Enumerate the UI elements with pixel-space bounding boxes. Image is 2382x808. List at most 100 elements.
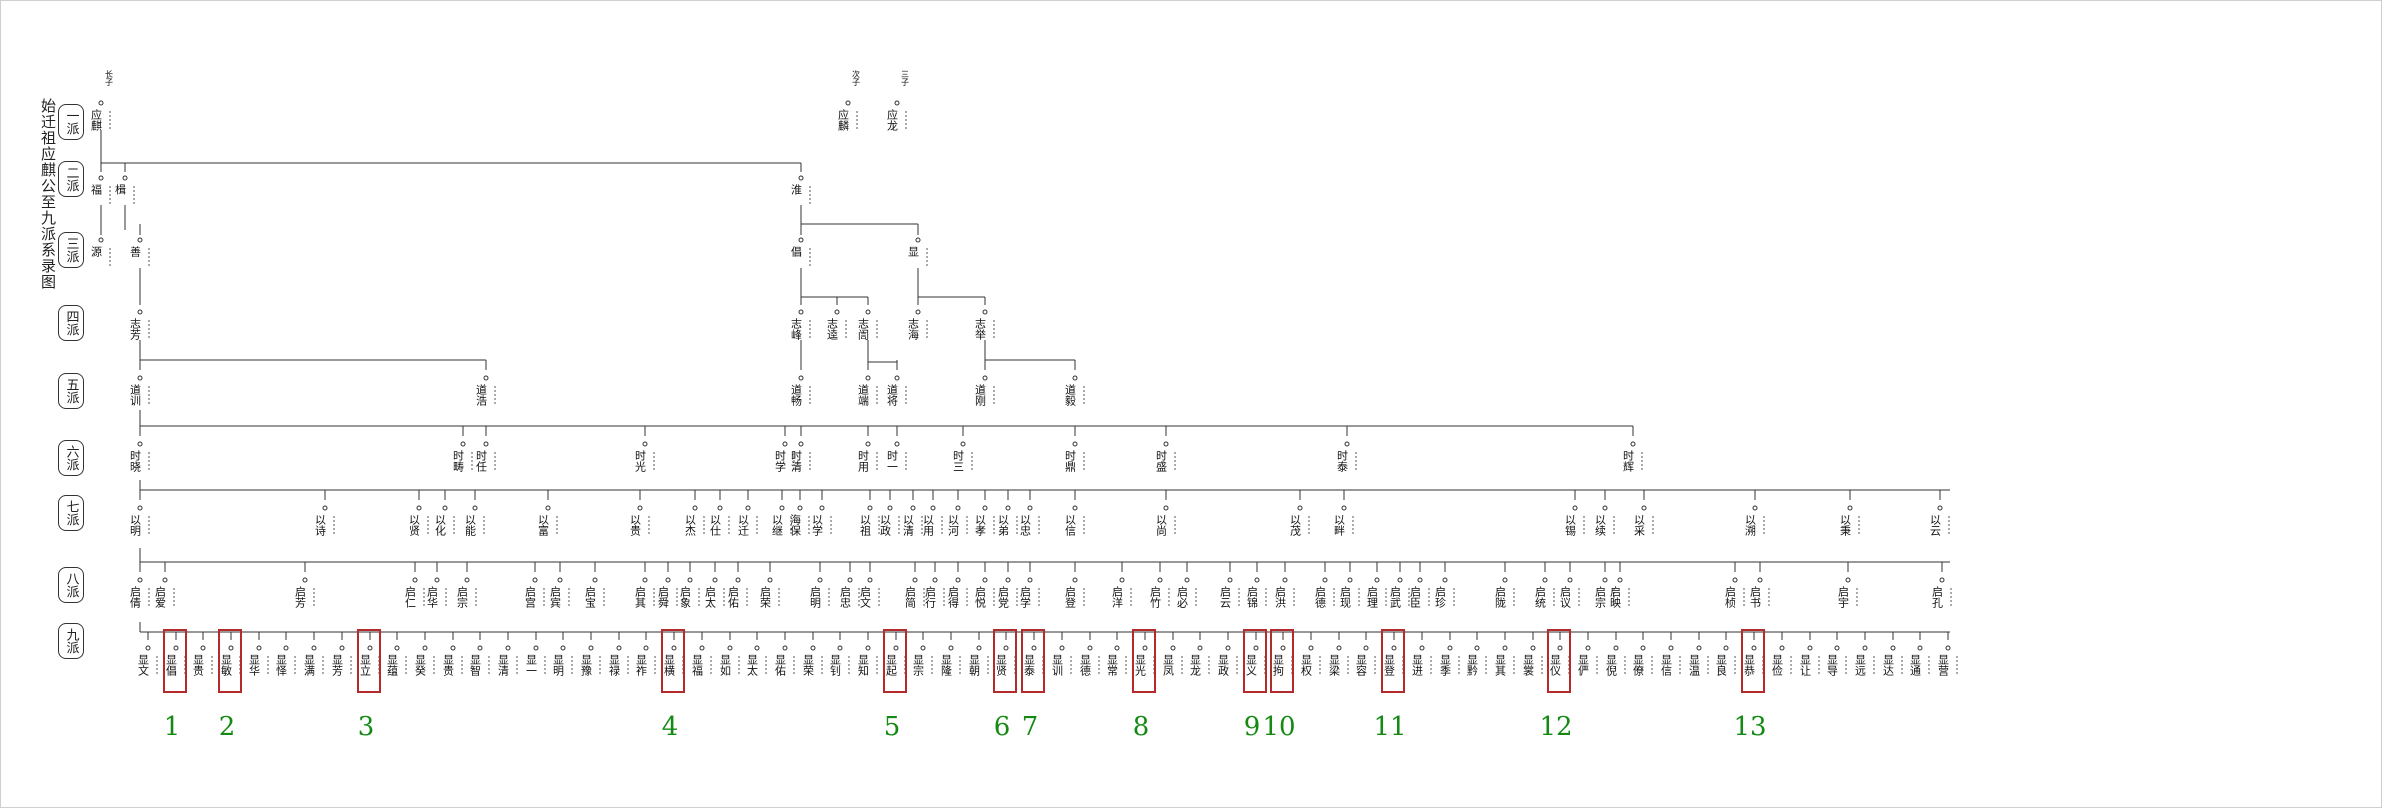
node-dot — [692, 505, 698, 511]
node-dot — [1757, 577, 1763, 583]
gen9-name: 显登 — [1383, 654, 1396, 676]
node-dot — [1142, 645, 1148, 651]
node-dot — [976, 645, 982, 651]
founder-name: 应麟 — [837, 108, 850, 132]
node-dot — [1502, 645, 1508, 651]
node-dot — [1341, 505, 1347, 511]
node-dot — [910, 505, 916, 511]
node-dot — [1845, 577, 1851, 583]
gen8-name: 启象 — [679, 586, 692, 608]
gen7-name: 以秉 — [1839, 514, 1852, 537]
gen7-name: 以尚 — [1155, 514, 1168, 537]
node-dot — [1807, 645, 1813, 651]
gen8-name: 启武 — [1389, 586, 1402, 608]
node-dot — [798, 309, 804, 315]
node-dot — [798, 375, 804, 381]
node-dot — [1602, 505, 1608, 511]
gen5-name: 道浩 — [475, 383, 488, 407]
node-dot — [557, 577, 563, 583]
node-dot — [145, 645, 151, 651]
node-dot — [1779, 645, 1785, 651]
node-dot — [450, 645, 456, 651]
node-dot — [200, 645, 206, 651]
gen9-name: 显远 — [1854, 654, 1867, 676]
node-dot — [915, 237, 921, 243]
gen6-name: 时鼎 — [1064, 450, 1077, 473]
gen5-name: 道毅 — [1064, 383, 1077, 407]
node-dot — [1225, 645, 1231, 651]
node-dot — [1917, 645, 1923, 651]
node-dot — [1696, 645, 1702, 651]
gen8-name: 启宾 — [549, 586, 562, 608]
gen5-name: 道端 — [857, 383, 870, 407]
highlight-box — [357, 629, 381, 693]
node-dot — [1890, 645, 1896, 651]
gen6-name: 时三 — [952, 450, 965, 472]
node-dot — [932, 577, 938, 583]
gen7-name: 以明 — [129, 514, 142, 537]
node-dot — [867, 505, 873, 511]
gen7-name: 以能 — [464, 514, 477, 537]
gen7-name: 以学 — [811, 514, 824, 536]
node-dot — [982, 375, 988, 381]
node-dot — [798, 237, 804, 243]
gen8-name: 启文 — [859, 586, 872, 608]
gen9-name: 显裳 — [1522, 654, 1535, 676]
node-dot — [735, 577, 741, 583]
gen4-name: 志海 — [907, 318, 920, 341]
node-dot — [1072, 505, 1078, 511]
highlight-box — [1381, 629, 1405, 693]
gen7-name: 以清 — [902, 514, 915, 537]
gen9-name: 显容 — [1355, 654, 1368, 677]
node-dot — [665, 577, 671, 583]
gen3-name: 倡 — [790, 246, 803, 258]
gen6-name: 时学 — [774, 450, 787, 472]
highlight-box — [1547, 629, 1571, 693]
highlight-box — [1021, 629, 1045, 693]
founder-order: 三子 — [901, 70, 910, 86]
node-dot — [671, 645, 677, 651]
gen9-name: 显怿 — [275, 654, 288, 677]
node-dot — [1072, 441, 1078, 447]
node-dot — [982, 505, 988, 511]
gen8-name: 启必 — [1176, 586, 1189, 608]
highlight-box — [883, 629, 907, 693]
gen4-name: 志举 — [974, 318, 987, 341]
founder-order: 次子 — [852, 69, 861, 86]
node-dot — [894, 100, 900, 106]
gen-label-1: 一派 — [58, 104, 84, 140]
node-dot — [483, 375, 489, 381]
gen9-name: 显华 — [248, 654, 261, 676]
gen-label-2: 二派 — [58, 161, 84, 197]
node-dot — [798, 175, 804, 181]
node-dot — [1163, 505, 1169, 511]
gen7-name: 以采 — [1633, 514, 1646, 537]
node-dot — [1170, 645, 1176, 651]
node-dot — [1572, 505, 1578, 511]
gen8-name: 启宝 — [584, 586, 597, 608]
gen9-name: 显癸 — [414, 654, 427, 677]
node-dot — [865, 375, 871, 381]
gen8-name: 启学 — [1019, 586, 1032, 608]
node-dot — [1391, 645, 1397, 651]
node-dot — [845, 100, 851, 106]
node-dot — [422, 645, 428, 651]
gen9-name: 显季 — [1439, 654, 1452, 677]
node-dot — [1585, 645, 1591, 651]
node-dot — [1502, 577, 1508, 583]
gen5-name: 道刚 — [974, 383, 987, 407]
gen9-name: 显义 — [1245, 654, 1258, 676]
node-dot — [588, 645, 594, 651]
marker-number: 6 — [994, 712, 1011, 742]
node-dot — [920, 645, 926, 651]
node-dot — [754, 645, 760, 651]
gen9-name: 显恭 — [1743, 654, 1756, 676]
gen9-name: 显通 — [1909, 654, 1922, 676]
node-dot — [1059, 645, 1065, 651]
node-dot — [137, 577, 143, 583]
node-dot — [98, 237, 104, 243]
node-dot — [545, 505, 551, 511]
gen9-name: 显梁 — [1328, 654, 1341, 677]
gen9-name: 显拘 — [1272, 654, 1285, 677]
